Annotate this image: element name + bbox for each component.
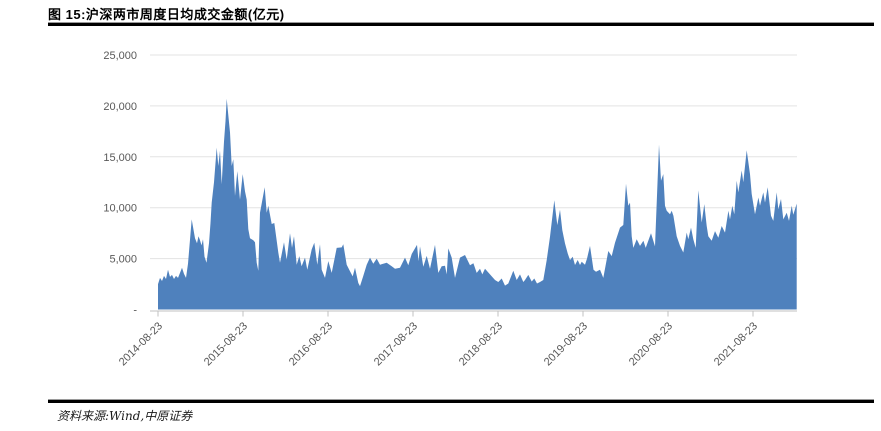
- y-axis-label: -: [133, 305, 137, 317]
- y-axis-label: 20,000: [103, 101, 137, 113]
- x-axis-label: 2017-08-23: [372, 320, 420, 368]
- y-axis-label: 25,000: [103, 50, 137, 62]
- y-axis-label: 5,000: [109, 254, 137, 266]
- figure-title: 图 15:沪深两市周度日均成交金额(亿元): [48, 7, 285, 22]
- title-rule: [48, 22, 874, 26]
- area-series: [158, 98, 797, 310]
- x-axis-label: 2015-08-23: [202, 320, 250, 368]
- x-axis-label: 2016-08-23: [287, 320, 335, 368]
- x-axis-label: 2014-08-23: [117, 320, 165, 368]
- footer-rule: [48, 399, 874, 403]
- x-axis-label: 2019-08-23: [542, 320, 590, 368]
- y-axis-label: 15,000: [103, 152, 137, 164]
- x-axis-label: 2020-08-23: [627, 320, 675, 368]
- x-axis-label: 2021-08-23: [712, 320, 760, 368]
- source-note: 资料来源:Wind,中原证券: [57, 409, 193, 423]
- x-axis-label: 2018-08-23: [457, 320, 505, 368]
- y-axis-label: 10,000: [103, 203, 137, 215]
